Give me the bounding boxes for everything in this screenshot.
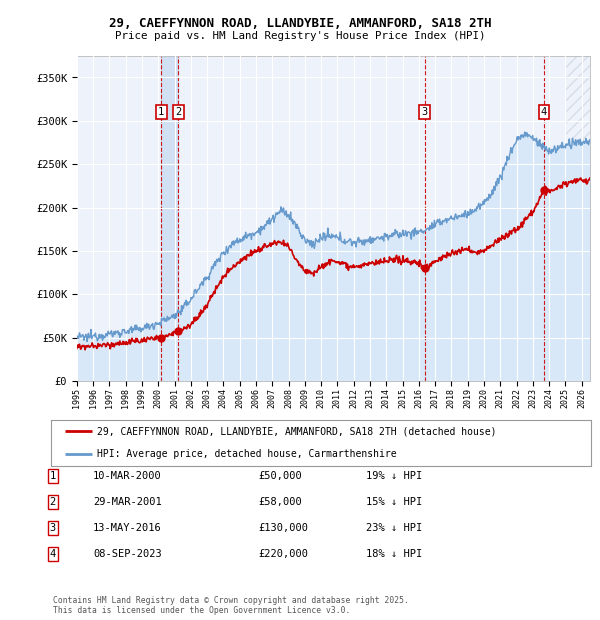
- Text: 10-MAR-2000: 10-MAR-2000: [93, 471, 162, 481]
- Text: £50,000: £50,000: [258, 471, 302, 481]
- Text: 15% ↓ HPI: 15% ↓ HPI: [366, 497, 422, 507]
- Text: 1: 1: [158, 107, 164, 117]
- Text: 3: 3: [422, 107, 428, 117]
- Bar: [161, 56, 178, 381]
- Text: Price paid vs. HM Land Registry's House Price Index (HPI): Price paid vs. HM Land Registry's House …: [115, 31, 485, 41]
- Text: 4: 4: [50, 549, 56, 559]
- Text: 2: 2: [50, 497, 56, 507]
- Text: 13-MAY-2016: 13-MAY-2016: [93, 523, 162, 533]
- Text: 19% ↓ HPI: 19% ↓ HPI: [366, 471, 422, 481]
- Text: Contains HM Land Registry data © Crown copyright and database right 2025.
This d: Contains HM Land Registry data © Crown c…: [53, 596, 409, 615]
- Text: 29, CAEFFYNNON ROAD, LLANDYBIE, AMMANFORD, SA18 2TH: 29, CAEFFYNNON ROAD, LLANDYBIE, AMMANFOR…: [109, 17, 491, 30]
- Text: 1: 1: [50, 471, 56, 481]
- Text: £130,000: £130,000: [258, 523, 308, 533]
- Text: 23% ↓ HPI: 23% ↓ HPI: [366, 523, 422, 533]
- Text: 29, CAEFFYNNON ROAD, LLANDYBIE, AMMANFORD, SA18 2TH (detached house): 29, CAEFFYNNON ROAD, LLANDYBIE, AMMANFOR…: [97, 426, 496, 436]
- Text: 18% ↓ HPI: 18% ↓ HPI: [366, 549, 422, 559]
- Text: 4: 4: [541, 107, 547, 117]
- Text: 29-MAR-2001: 29-MAR-2001: [93, 497, 162, 507]
- Text: £58,000: £58,000: [258, 497, 302, 507]
- Text: £220,000: £220,000: [258, 549, 308, 559]
- Text: 08-SEP-2023: 08-SEP-2023: [93, 549, 162, 559]
- Text: 3: 3: [50, 523, 56, 533]
- Text: HPI: Average price, detached house, Carmarthenshire: HPI: Average price, detached house, Carm…: [97, 449, 397, 459]
- Text: 2: 2: [175, 107, 182, 117]
